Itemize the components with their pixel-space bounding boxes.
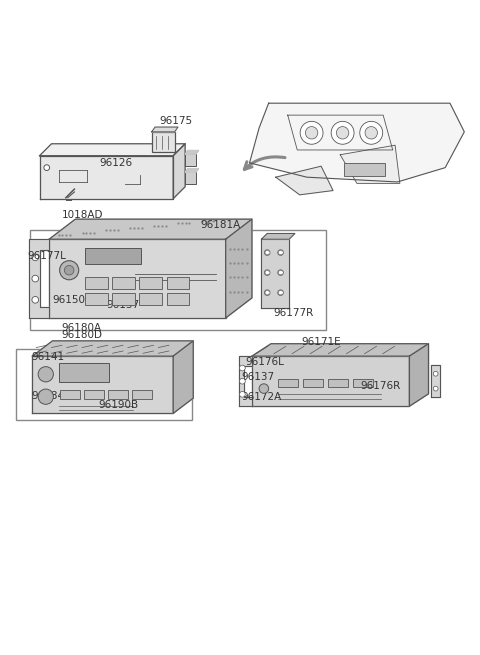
Circle shape bbox=[240, 365, 245, 371]
Text: 96175: 96175 bbox=[159, 117, 192, 126]
Text: 1018AD: 1018AD bbox=[62, 210, 103, 220]
Circle shape bbox=[240, 392, 245, 397]
Bar bbox=[139, 293, 162, 305]
Bar bbox=[353, 379, 372, 387]
Text: 96180A: 96180A bbox=[61, 324, 101, 333]
Polygon shape bbox=[262, 239, 289, 309]
Bar bbox=[85, 248, 142, 264]
Text: 96190B: 96190B bbox=[98, 400, 138, 410]
Bar bbox=[16, 349, 192, 420]
Circle shape bbox=[278, 250, 283, 255]
Polygon shape bbox=[29, 239, 49, 318]
Bar bbox=[152, 132, 175, 152]
Text: 96171E: 96171E bbox=[301, 337, 341, 346]
Circle shape bbox=[433, 386, 438, 391]
Polygon shape bbox=[173, 341, 193, 413]
Circle shape bbox=[264, 270, 270, 276]
Bar bbox=[185, 172, 196, 184]
FancyArrowPatch shape bbox=[244, 157, 285, 170]
Text: 96150B: 96150B bbox=[52, 295, 92, 305]
Text: 96137: 96137 bbox=[241, 371, 274, 382]
Polygon shape bbox=[252, 356, 409, 406]
Circle shape bbox=[336, 126, 349, 139]
Circle shape bbox=[32, 275, 38, 282]
Text: 96181A: 96181A bbox=[201, 220, 241, 230]
Polygon shape bbox=[173, 143, 185, 198]
Polygon shape bbox=[226, 219, 252, 318]
Polygon shape bbox=[49, 219, 252, 239]
Polygon shape bbox=[33, 341, 193, 356]
Polygon shape bbox=[239, 356, 252, 406]
Bar bbox=[167, 277, 190, 290]
Circle shape bbox=[278, 290, 283, 295]
Circle shape bbox=[259, 384, 269, 394]
Bar bbox=[139, 277, 162, 290]
Circle shape bbox=[64, 265, 74, 275]
Text: 96184A: 96184A bbox=[32, 391, 72, 401]
Text: 96176L: 96176L bbox=[246, 357, 285, 367]
Circle shape bbox=[300, 121, 323, 144]
Polygon shape bbox=[33, 356, 173, 413]
Bar bbox=[112, 293, 135, 305]
Polygon shape bbox=[39, 156, 173, 198]
Polygon shape bbox=[276, 166, 333, 195]
Bar bbox=[84, 390, 104, 399]
Bar bbox=[59, 364, 109, 383]
Circle shape bbox=[38, 367, 53, 382]
Text: 96141: 96141 bbox=[32, 352, 65, 362]
Bar bbox=[328, 379, 348, 387]
Polygon shape bbox=[185, 168, 199, 172]
Circle shape bbox=[240, 379, 245, 384]
Text: 96126: 96126 bbox=[99, 158, 132, 168]
Circle shape bbox=[264, 250, 270, 255]
Bar bbox=[112, 277, 135, 290]
Text: 96172A: 96172A bbox=[241, 392, 281, 402]
Bar bbox=[60, 390, 80, 399]
Circle shape bbox=[365, 126, 377, 139]
Text: 96176R: 96176R bbox=[360, 381, 401, 391]
Circle shape bbox=[60, 261, 79, 280]
Circle shape bbox=[38, 389, 53, 404]
Circle shape bbox=[264, 290, 270, 295]
Polygon shape bbox=[252, 344, 429, 356]
Text: 96180D: 96180D bbox=[61, 329, 102, 340]
Bar bbox=[132, 390, 152, 399]
Polygon shape bbox=[152, 127, 178, 132]
Polygon shape bbox=[340, 145, 400, 183]
Polygon shape bbox=[185, 151, 199, 155]
Text: 96177R: 96177R bbox=[273, 309, 313, 318]
Bar bbox=[85, 293, 108, 305]
Bar bbox=[30, 230, 326, 330]
Circle shape bbox=[32, 297, 38, 303]
Polygon shape bbox=[431, 365, 441, 397]
Polygon shape bbox=[262, 233, 295, 239]
Bar bbox=[344, 163, 384, 176]
Polygon shape bbox=[49, 239, 226, 318]
Bar bbox=[303, 379, 323, 387]
Circle shape bbox=[360, 121, 383, 144]
Circle shape bbox=[305, 126, 318, 139]
Bar bbox=[85, 277, 108, 290]
Polygon shape bbox=[409, 344, 429, 406]
Circle shape bbox=[44, 165, 49, 170]
Polygon shape bbox=[39, 143, 185, 156]
Bar bbox=[278, 379, 298, 387]
Bar bbox=[167, 293, 190, 305]
Text: 96177L: 96177L bbox=[27, 251, 66, 261]
Circle shape bbox=[32, 254, 38, 261]
Bar bbox=[108, 390, 128, 399]
Circle shape bbox=[331, 121, 354, 144]
Polygon shape bbox=[250, 103, 464, 182]
Circle shape bbox=[433, 371, 438, 376]
Text: 96137: 96137 bbox=[107, 300, 140, 310]
Bar bbox=[185, 155, 196, 166]
Circle shape bbox=[278, 270, 283, 276]
